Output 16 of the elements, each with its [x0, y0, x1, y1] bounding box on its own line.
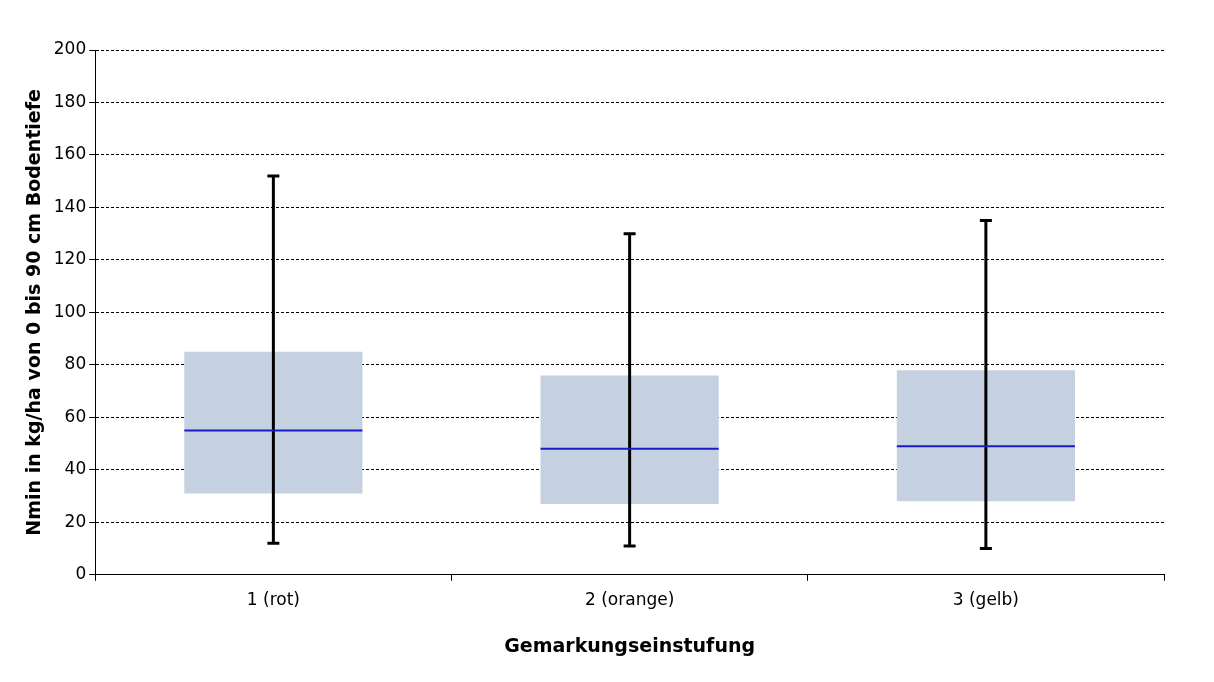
y-tick-label: 0: [75, 563, 87, 584]
y-tick-label: 80: [64, 353, 87, 374]
x-tick-label: 3 (gelb): [952, 589, 1019, 610]
y-tick-label: 40: [64, 458, 87, 479]
y-tick-label: 100: [53, 300, 87, 321]
y-tick-label: 200: [53, 38, 87, 59]
x-axis-title: Gemarkungseinstufung: [504, 633, 756, 656]
y-tick-label: 60: [64, 405, 87, 426]
y-tick-label: 140: [53, 195, 87, 216]
y-tick-label: 160: [53, 143, 87, 164]
y-axis-title: Nmin in kg/ha von 0 bis 90 cm Bodentiefe: [22, 89, 45, 536]
x-tick-label: 1 (rot): [246, 589, 300, 610]
y-tick-label: 120: [53, 248, 87, 269]
y-tick-label: 20: [64, 510, 87, 531]
y-tick-label: 180: [53, 90, 87, 111]
x-tick-label: 2 (orange): [584, 589, 675, 610]
